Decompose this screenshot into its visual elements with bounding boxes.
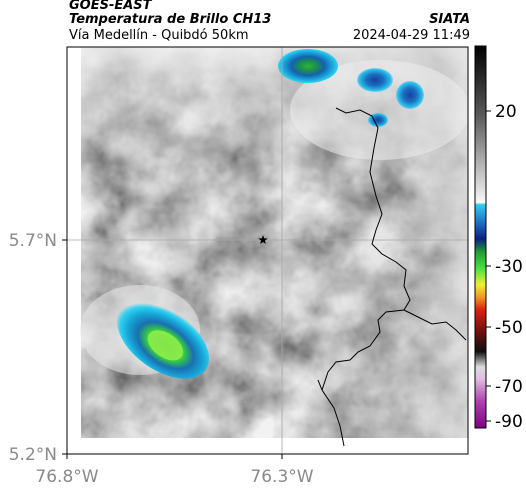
convective-cell-south-west [117,301,209,379]
convective-cell-north-east-3 [368,113,388,127]
convective-cell-north [278,49,338,83]
convective-cell-north-east-1 [357,68,393,92]
route-subtitle: Vía Medellín - Quibdó 50km [69,28,249,43]
colorbar-tick-20: 20 [495,102,517,122]
star-marker [258,235,268,244]
satellite-title: GOES-EAST [69,0,152,13]
colorbar-tick-minus30: -30 [495,257,523,277]
colorbar-ticks [486,110,491,422]
x-tick-label-2: 76.3°W [250,467,313,487]
map-frame [66,46,469,455]
product-title: Temperatura de Brillo CH13 [69,12,272,27]
x-tick-label-1: 76.8°W [35,467,98,487]
department-boundary-spur [317,379,323,391]
brightness-temperature-field [67,47,468,454]
cloud-band-north-east [290,60,468,160]
colorbar-tick-minus70: -70 [495,377,523,397]
colorbar-tick-minus50: -50 [495,318,523,338]
department-boundary [321,107,411,447]
source-label: SIATA [429,12,470,27]
department-boundary-east [403,309,467,341]
colorbar [474,45,487,429]
axis-tick-marks [62,239,283,459]
y-tick-label-1: 5.7°N [9,231,57,251]
datetime-label: 2024-04-29 11:49 [352,28,470,43]
convective-cell-north-east-2 [396,81,424,109]
y-tick-label-2: 5.2°N [9,445,57,465]
colorbar-tick-minus90: -90 [495,412,523,432]
